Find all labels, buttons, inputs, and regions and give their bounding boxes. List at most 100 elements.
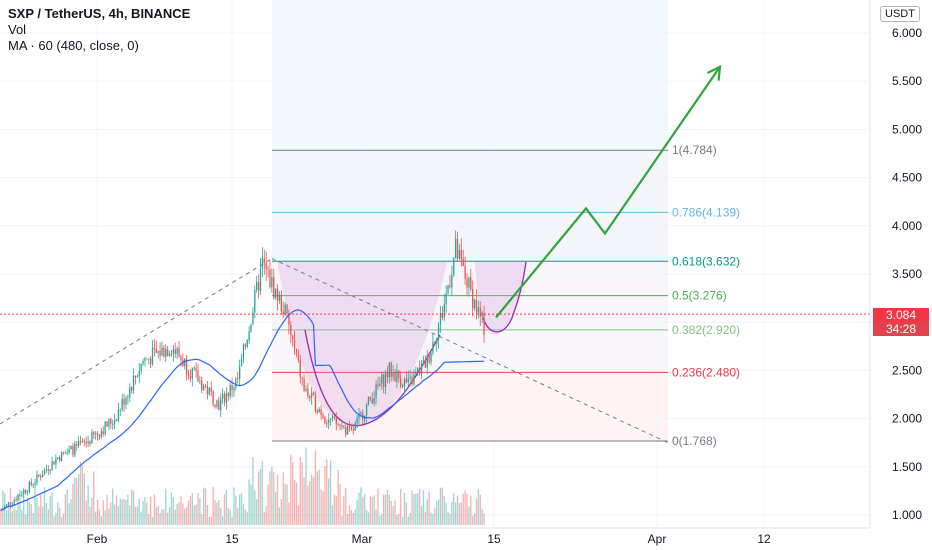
candle-body: [197, 370, 199, 382]
candle-body: [206, 386, 209, 395]
volume-bar: [138, 498, 140, 525]
candle-body: [409, 376, 411, 379]
volume-bar: [74, 477, 76, 525]
candle-body: [388, 362, 390, 378]
projection-arrow[interactable]: [495, 64, 722, 319]
volume-bar: [299, 457, 301, 525]
volume-bar: [19, 489, 21, 525]
fib-retracement[interactable]: 1(4.784) 0.786(4.139) 0.618(3.632) 0.5(3.27…: [272, 143, 740, 448]
candle-body: [252, 312, 254, 325]
candle-body: [403, 379, 406, 387]
volume-bar: [185, 507, 188, 525]
candle-body: [216, 400, 218, 407]
volume-bar: [49, 496, 51, 525]
candle-body: [339, 424, 341, 427]
volume-indicator-label[interactable]: Vol: [8, 22, 27, 37]
volume-bar: [328, 477, 330, 525]
volume-bar: [252, 456, 254, 525]
price-tick-label: 1.000: [892, 508, 922, 522]
candle-body: [119, 409, 121, 411]
volume-bar: [314, 450, 317, 525]
volume-bar: [263, 512, 265, 525]
volume-bar: [437, 499, 440, 525]
volume-bar: [301, 461, 303, 525]
volume-bar: [360, 487, 362, 525]
time-axis[interactable]: Feb 15 Mar 15 Apr 12: [0, 527, 870, 546]
volume-bar: [365, 509, 368, 525]
volume-bar: [36, 497, 38, 525]
volume-bar: [375, 509, 377, 525]
candle-body: [278, 294, 281, 301]
volume-bar: [475, 498, 478, 525]
price-tick-label: 4.000: [892, 219, 922, 233]
candle-body: [233, 387, 235, 391]
candle-body: [17, 495, 19, 500]
volume-bar: [392, 506, 394, 525]
volume-bar: [197, 493, 199, 525]
price-axis[interactable]: 1.0001.5002.0002.5003.0003.5004.0004.500…: [869, 0, 932, 550]
volume-bar: [227, 508, 229, 525]
volume-bar: [95, 511, 97, 525]
volume-bar: [136, 506, 139, 525]
volume-bar: [460, 502, 462, 525]
candle-body: [93, 432, 95, 435]
candle-body: [34, 482, 36, 485]
candle-body: [11, 503, 13, 505]
candle-body: [439, 313, 442, 325]
volume-bar: [424, 511, 426, 525]
volume-bar: [458, 502, 461, 525]
candle-body: [381, 374, 383, 384]
volume-bar: [303, 477, 305, 525]
volume-bar: [144, 497, 146, 525]
volume-bar: [259, 468, 262, 525]
volume-bar: [115, 495, 118, 525]
candle-body: [108, 418, 110, 427]
candle-body: [30, 482, 32, 485]
time-tick-label: Feb: [87, 532, 108, 546]
volume-bar: [91, 497, 93, 525]
volume-bar: [15, 510, 17, 525]
currency-button[interactable]: USDT: [880, 6, 920, 22]
volume-bar: [445, 502, 447, 525]
volume-bar: [362, 497, 364, 525]
candle-body: [64, 452, 67, 454]
volume-bar: [125, 499, 127, 525]
volume-bar: [326, 459, 328, 525]
candle-body: [273, 277, 275, 298]
candle-body: [453, 258, 455, 275]
candle-body: [475, 299, 478, 313]
volume-bar: [271, 467, 273, 525]
volume-bar: [5, 509, 8, 525]
volume-bar: [187, 500, 190, 525]
symbol-title[interactable]: SXP / TetherUS, 4h, BINANCE: [8, 6, 191, 21]
candle-body: [134, 375, 137, 378]
candle-body: [377, 384, 379, 387]
volume-bar: [388, 494, 390, 525]
volume-bar: [210, 516, 212, 525]
candle-body: [51, 461, 53, 470]
volume-bar: [432, 513, 434, 525]
volume-bar: [77, 473, 80, 525]
candle-body: [261, 258, 264, 269]
volume-bar: [21, 509, 23, 525]
candle-body: [227, 393, 229, 397]
candle-body: [106, 421, 108, 427]
trend-lines[interactable]: [0, 258, 669, 444]
volume-bar: [411, 490, 413, 525]
candle-body: [358, 413, 360, 419]
volume-bar: [292, 462, 294, 525]
volume-bar: [248, 479, 250, 525]
candle-body: [257, 281, 260, 291]
candle-body: [369, 396, 372, 400]
candle-body: [117, 409, 120, 421]
volume-bar: [165, 488, 167, 525]
candle-body: [479, 307, 481, 317]
candle-body: [53, 461, 55, 465]
volume-bar: [231, 516, 233, 525]
ma-indicator-label[interactable]: MA · 60 (480, close, 0): [8, 38, 139, 53]
candle-body: [263, 258, 265, 263]
candle-body: [0, 510, 2, 511]
candle-body: [21, 494, 23, 496]
candle-body: [333, 416, 336, 419]
